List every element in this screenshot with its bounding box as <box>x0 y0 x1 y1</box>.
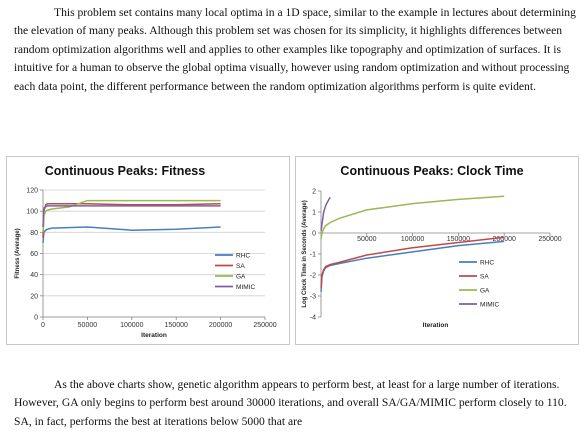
series-line-rhc <box>320 240 505 292</box>
paragraph-analysis-text: As the above charts show, genetic algori… <box>14 378 567 428</box>
y-tick-label: 120 <box>26 188 38 195</box>
x-tick-label: 100000 <box>120 322 143 329</box>
y-tick-label: -3 <box>310 294 316 301</box>
y-tick-label: 0 <box>34 315 38 322</box>
y-tick-label: 20 <box>30 293 38 300</box>
legend-label-rhc: RHC <box>480 260 494 267</box>
chart-title: Continuous Peaks: Fitness <box>45 164 205 178</box>
legend-label-mimic: MIMIC <box>480 302 499 309</box>
y-axis-label: Log Clock Time in Seconds (Average) <box>302 200 308 307</box>
fitness-chart: Continuous Peaks: Fitness 0 20 40 60 80 100 120… <box>6 156 290 345</box>
y-tick-label: -1 <box>310 252 316 259</box>
legend-label-mimic: MIMIC <box>236 284 255 291</box>
series-line-rhc <box>42 226 221 243</box>
legend-label-ga: GA <box>480 288 490 295</box>
x-axis-label: Iteration <box>423 322 449 329</box>
paragraph-intro-text: This problem set contains many local opt… <box>14 6 576 93</box>
y-tick-label: 40 <box>30 272 38 279</box>
x-tick-label: 100000 <box>401 236 424 243</box>
y-tick-label: 100 <box>26 209 38 216</box>
y-tick-label: 60 <box>30 251 38 258</box>
x-tick-label: 200000 <box>493 236 516 243</box>
clock-time-chart: Continuous Peaks: Clock Time -4 -3 -2 -1 0 1 2 5… <box>295 156 579 345</box>
x-tick-label: 150000 <box>447 236 470 243</box>
clock-time-chart-svg: Continuous Peaks: Clock Time-4-3-2-10125… <box>302 164 562 329</box>
x-tick-label: 150000 <box>165 322 188 329</box>
y-tick-label: 0 <box>312 231 316 238</box>
y-tick-label: 80 <box>30 230 38 237</box>
paragraph-intro: This problem set contains many local opt… <box>14 4 576 96</box>
chart-title: Continuous Peaks: Clock Time <box>340 164 523 178</box>
x-axis-label: Iteration <box>141 332 167 339</box>
series-line-ga <box>320 195 505 240</box>
fitness-chart-svg: Continuous Peaks: Fitness 0 20 40 60 80 100 120… <box>15 164 277 339</box>
paragraph-analysis: As the above charts show, genetic algori… <box>14 376 576 431</box>
legend-label-ga: GA <box>236 274 246 281</box>
series-line-sa <box>320 236 505 288</box>
series-line-mimic <box>42 205 221 228</box>
series-line-ga <box>42 199 221 233</box>
x-tick-label: 250000 <box>253 322 276 329</box>
x-tick-label: 250000 <box>538 236 561 243</box>
x-tick-label: 0 <box>41 322 45 329</box>
x-tick-label: 50000 <box>357 236 377 243</box>
legend-label-sa: SA <box>236 263 245 270</box>
y-tick-label: -4 <box>310 315 316 322</box>
series-line-mimic <box>320 196 331 231</box>
x-tick-label: 50000 <box>78 322 98 329</box>
y-tick-label: 2 <box>312 189 316 196</box>
legend-label-sa: SA <box>480 274 489 281</box>
x-tick-label: 200000 <box>209 322 232 329</box>
legend-label-rhc: RHC <box>236 253 250 260</box>
y-tick-label: 1 <box>312 210 316 217</box>
y-tick-label: -2 <box>310 273 316 280</box>
y-axis-label: Fitness (Average) <box>15 228 21 278</box>
